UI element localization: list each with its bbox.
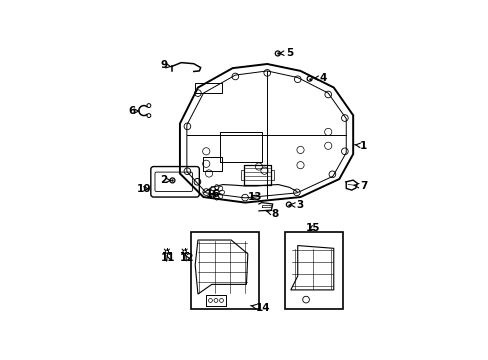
Bar [285,232,343,309]
Text: 12: 12 [180,253,194,263]
Text: 6: 6 [128,106,139,116]
Text: 14: 14 [250,303,270,313]
Text: 13: 13 [247,192,262,202]
Text: 3: 3 [290,201,303,210]
Text: 11: 11 [160,253,175,263]
Text: 8: 8 [265,209,278,219]
Text: 16: 16 [206,189,220,199]
Text: 5: 5 [279,48,293,58]
Text: 15: 15 [305,222,320,233]
Bar [191,232,259,309]
Text: 9: 9 [160,60,170,70]
Text: 1: 1 [354,141,366,151]
Text: 10: 10 [137,184,151,194]
Text: 4: 4 [313,73,326,83]
Text: 7: 7 [353,181,366,191]
Text: 2: 2 [160,175,170,185]
